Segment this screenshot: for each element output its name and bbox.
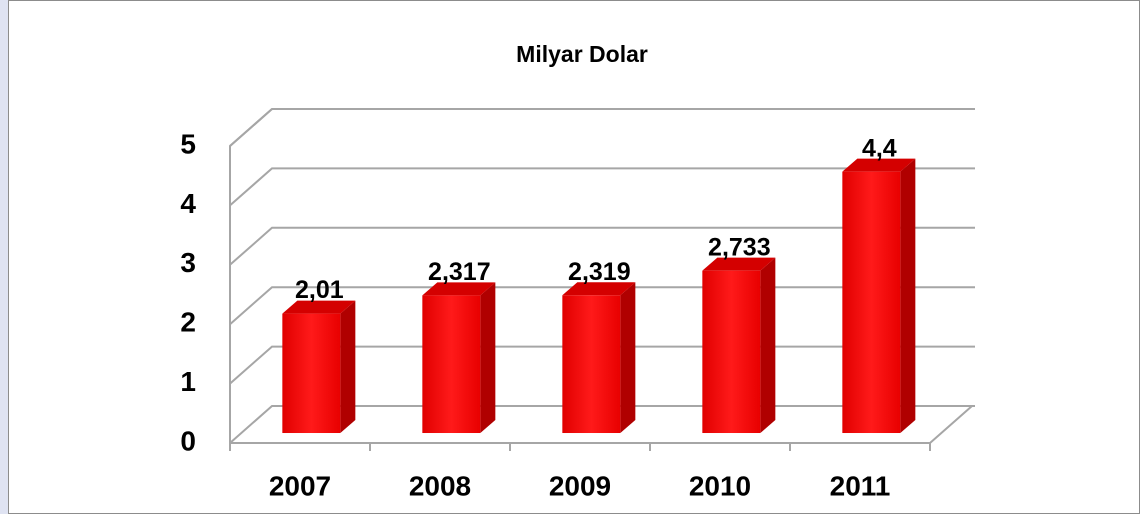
bar-side: [760, 257, 776, 434]
grid-line: [229, 108, 975, 147]
y-tick-label: 3: [180, 247, 196, 278]
x-tick-label: 2011: [830, 470, 891, 501]
value-label: 2,319: [568, 258, 631, 286]
page-edge: [0, 0, 8, 514]
y-tick-label: 0: [180, 425, 196, 456]
bar: [562, 295, 621, 434]
bar-side: [620, 282, 636, 434]
bar: [842, 171, 901, 434]
bar-top: [282, 300, 356, 314]
y-tick-label: 4: [180, 188, 196, 219]
bar: [422, 295, 481, 434]
bar-top: [702, 257, 776, 271]
chart-title: Milyar Dolar: [516, 41, 648, 67]
value-label: 2,733: [708, 233, 771, 261]
y-tick-label: 1: [180, 366, 196, 397]
x-tick-label: 2008: [409, 470, 471, 501]
x-tick-label: 2010: [689, 470, 751, 501]
value-label: 2,01: [295, 276, 344, 304]
bar-side: [480, 282, 496, 434]
bar-side: [340, 300, 356, 434]
bar: [282, 313, 341, 434]
bar-top: [562, 282, 636, 296]
bar-top: [422, 282, 496, 296]
y-tick-label: 5: [180, 128, 196, 159]
y-tick-label: 2: [180, 307, 196, 338]
bar-top: [842, 158, 916, 172]
bar: [702, 270, 761, 434]
x-tick-label: 2007: [269, 470, 331, 501]
x-tick-label: 2009: [549, 470, 611, 501]
grid-line: [229, 226, 975, 266]
value-label: 4,4: [862, 134, 897, 162]
bar-side: [900, 158, 916, 434]
value-label: 2,317: [428, 258, 491, 286]
grid-line: [229, 167, 975, 207]
